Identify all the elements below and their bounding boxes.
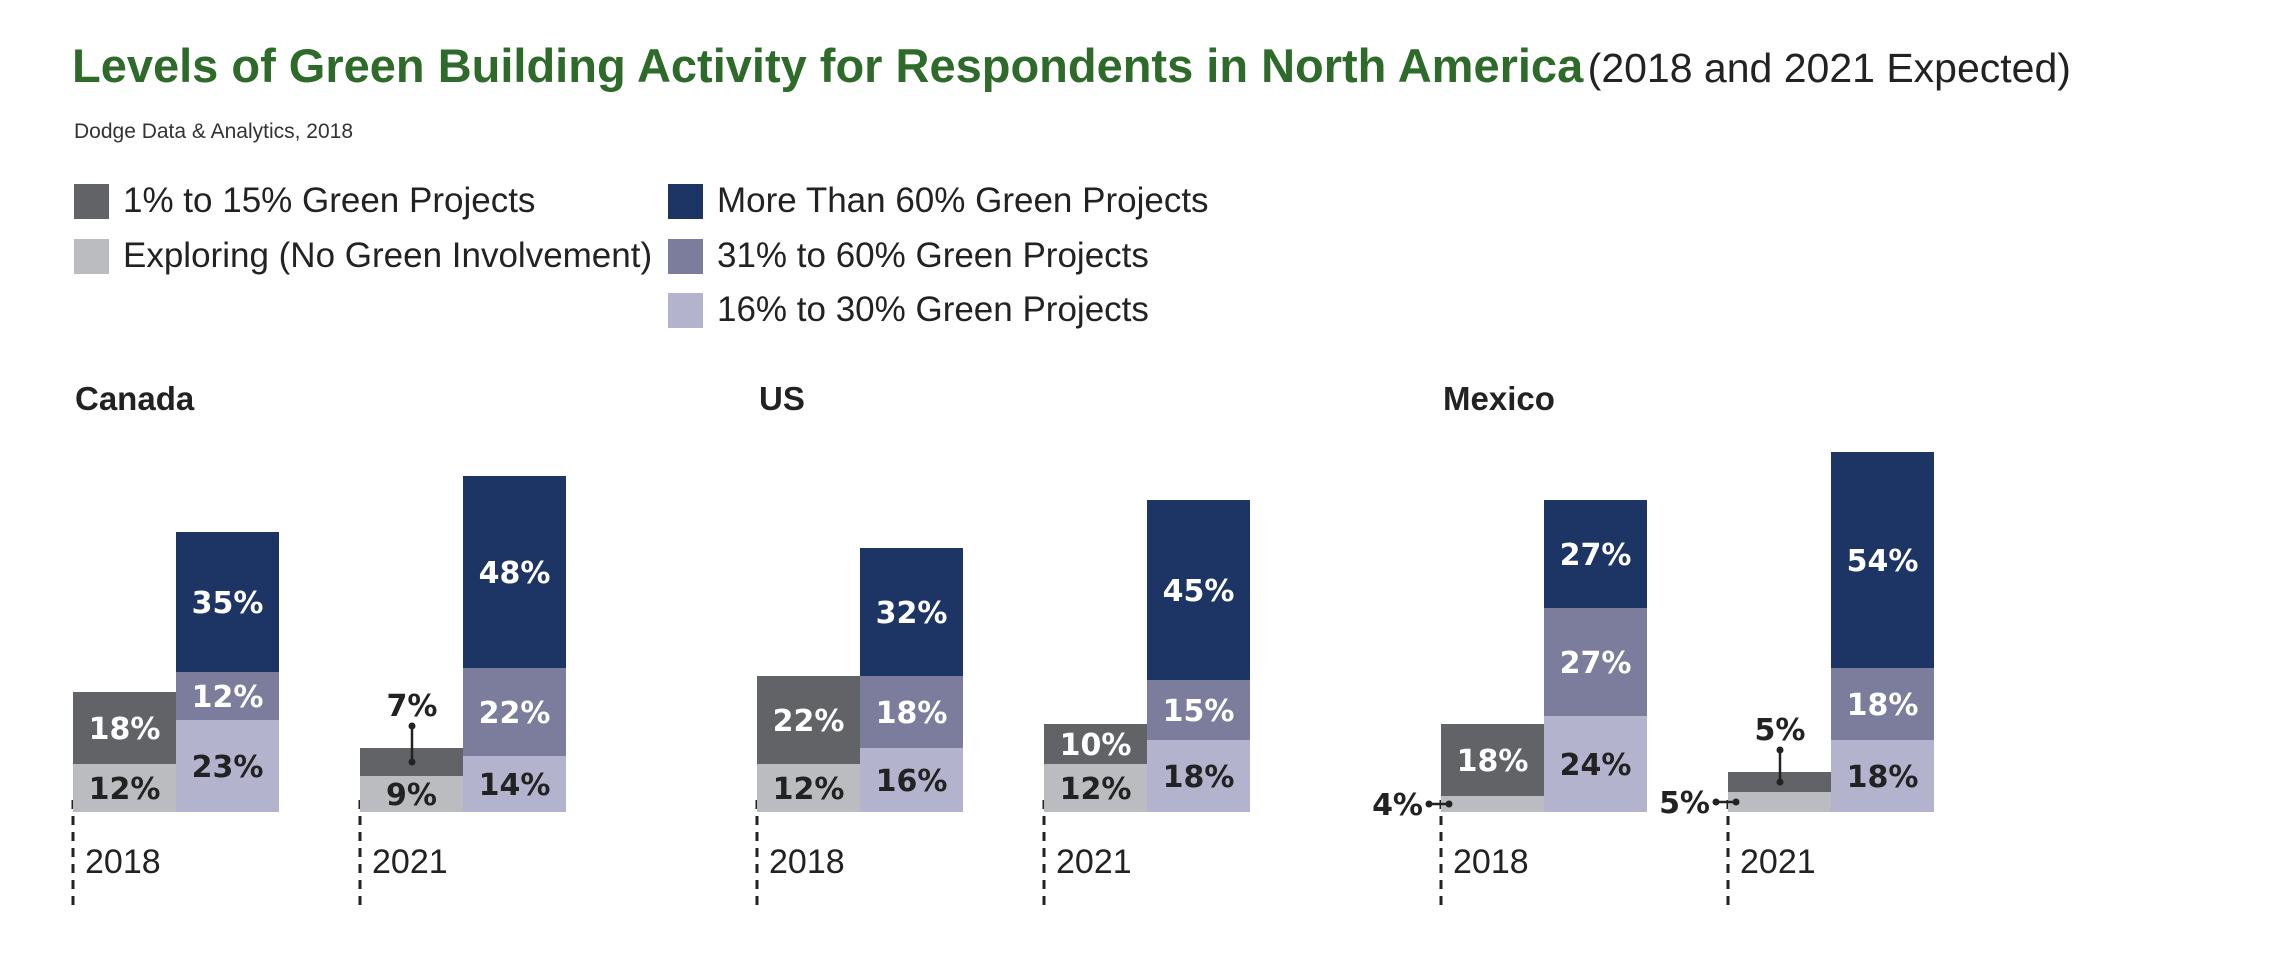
legend-item-low: 1% to 15% Green Projects bbox=[74, 181, 535, 221]
leader-dot-a-low-canada-2021 bbox=[408, 758, 416, 766]
legend-label-mid-low: 16% to 30% Green Projects bbox=[717, 290, 1149, 329]
label-low-mexico-2021: 5% bbox=[1755, 713, 1806, 748]
bar-exploring-us-2018 bbox=[757, 764, 860, 812]
legend-label-exploring: Exploring (No Green Involvement) bbox=[123, 236, 653, 275]
leader-dot-b-low-canada-2021 bbox=[408, 722, 416, 730]
bar-exploring-canada-2021 bbox=[360, 776, 463, 812]
bar-high-mexico-2018 bbox=[1544, 500, 1647, 608]
legend-swatch-exploring bbox=[74, 238, 109, 274]
bar-high-canada-2018 bbox=[176, 532, 279, 672]
label-exploring-canada-2021: 9% bbox=[386, 778, 437, 813]
label-low-canada-2021: 7% bbox=[387, 689, 438, 724]
bar-low-us-2018 bbox=[757, 676, 860, 764]
label-mid-low-us-2018: 16% bbox=[876, 764, 948, 799]
legend-swatch-high bbox=[668, 183, 703, 219]
year-label-canada-2021: 2021 bbox=[372, 843, 448, 881]
country-title-us: US bbox=[759, 380, 805, 417]
bar-mid-high-canada-2021 bbox=[463, 668, 566, 756]
legend-swatch-low bbox=[74, 183, 109, 219]
year-label-canada-2018: 2018 bbox=[85, 843, 161, 881]
label-low-mexico-2018: 18% bbox=[1457, 744, 1529, 779]
bar-high-us-2021 bbox=[1147, 500, 1250, 680]
legend-swatch-mid-high bbox=[668, 238, 703, 274]
label-mid-low-mexico-2018: 24% bbox=[1560, 748, 1632, 783]
legend-swatch-mid-low bbox=[668, 292, 703, 328]
bar-mid-low-us-2021 bbox=[1147, 740, 1250, 812]
label-high-us-2021: 45% bbox=[1163, 574, 1235, 609]
label-exploring-canada-2018: 12% bbox=[89, 772, 161, 807]
legend-item-high: More Than 60% Green Projects bbox=[668, 181, 1209, 221]
legend-item-exploring: Exploring (No Green Involvement) bbox=[74, 236, 652, 276]
label-mid-low-canada-2018: 23% bbox=[192, 750, 264, 785]
label-mid-high-canada-2021: 22% bbox=[479, 696, 551, 731]
label-high-us-2018: 32% bbox=[876, 596, 948, 631]
label-mid-low-us-2021: 18% bbox=[1163, 760, 1235, 795]
bar-mid-low-canada-2018 bbox=[176, 720, 279, 812]
bar-mid-high-us-2018 bbox=[860, 676, 963, 748]
label-exploring-us-2021: 12% bbox=[1060, 772, 1132, 807]
legend-item-mid-high: 31% to 60% Green Projects bbox=[668, 236, 1149, 276]
bar-exploring-canada-2018 bbox=[73, 764, 176, 812]
label-low-us-2018: 22% bbox=[773, 704, 845, 739]
bar-low-us-2021 bbox=[1044, 724, 1147, 764]
label-exploring-mexico-2021: 5% bbox=[1659, 786, 1710, 821]
leader-dot-a-exploring-mexico-2018 bbox=[1425, 800, 1433, 808]
chart-title: Levels of Green Building Activity for Re… bbox=[72, 38, 2071, 93]
bar-mid-high-mexico-2021 bbox=[1831, 668, 1934, 740]
bar-low-mexico-2018 bbox=[1441, 724, 1544, 796]
country-title-canada: Canada bbox=[75, 380, 195, 417]
label-mid-high-mexico-2021: 18% bbox=[1847, 688, 1919, 723]
label-high-canada-2018: 35% bbox=[192, 586, 264, 621]
bar-mid-low-mexico-2018 bbox=[1544, 716, 1647, 812]
label-exploring-us-2018: 12% bbox=[773, 772, 845, 807]
label-low-us-2021: 10% bbox=[1060, 728, 1132, 763]
label-high-canada-2021: 48% bbox=[479, 556, 551, 591]
bar-high-us-2018 bbox=[860, 548, 963, 676]
chart-title-sub: (2018 and 2021 Expected) bbox=[1587, 45, 2071, 91]
label-mid-low-mexico-2021: 18% bbox=[1847, 760, 1919, 795]
country-title-mexico: Mexico bbox=[1443, 380, 1555, 417]
leader-dot-b-exploring-mexico-2018 bbox=[1445, 800, 1453, 808]
label-mid-low-canada-2021: 14% bbox=[479, 768, 551, 803]
label-low-canada-2018: 18% bbox=[89, 712, 161, 747]
year-label-mexico-2018: 2018 bbox=[1453, 843, 1529, 881]
label-mid-high-us-2021: 15% bbox=[1163, 694, 1235, 729]
label-high-mexico-2021: 54% bbox=[1847, 544, 1919, 579]
bar-mid-high-us-2021 bbox=[1147, 680, 1250, 740]
year-label-mexico-2021: 2021 bbox=[1740, 843, 1816, 881]
legend-label-mid-high: 31% to 60% Green Projects bbox=[717, 236, 1149, 275]
bar-mid-low-canada-2021 bbox=[463, 756, 566, 812]
label-high-mexico-2018: 27% bbox=[1560, 538, 1632, 573]
leader-dot-a-low-mexico-2021 bbox=[1776, 778, 1784, 786]
bar-exploring-mexico-2018 bbox=[1441, 796, 1544, 812]
bar-mid-low-us-2018 bbox=[860, 748, 963, 812]
year-label-us-2021: 2021 bbox=[1056, 843, 1132, 881]
label-exploring-mexico-2018: 4% bbox=[1372, 788, 1423, 823]
year-label-us-2018: 2018 bbox=[769, 843, 845, 881]
chart-title-main: Levels of Green Building Activity for Re… bbox=[72, 39, 1584, 92]
leader-dot-b-low-mexico-2021 bbox=[1776, 746, 1784, 754]
bar-mid-low-mexico-2021 bbox=[1831, 740, 1934, 812]
label-mid-high-us-2018: 18% bbox=[876, 696, 948, 731]
bar-exploring-mexico-2021 bbox=[1728, 792, 1831, 812]
bar-mid-high-mexico-2018 bbox=[1544, 608, 1647, 716]
bar-exploring-us-2021 bbox=[1044, 764, 1147, 812]
chart-source: Dodge Data & Analytics, 2018 bbox=[74, 120, 354, 143]
legend-item-mid-low: 16% to 30% Green Projects bbox=[668, 290, 1149, 330]
leader-dot-b-exploring-mexico-2021 bbox=[1732, 798, 1740, 806]
bar-low-canada-2018 bbox=[73, 692, 176, 764]
bar-high-canada-2021 bbox=[463, 476, 566, 668]
legend-label-high: More Than 60% Green Projects bbox=[717, 181, 1209, 220]
legend-label-low: 1% to 15% Green Projects bbox=[123, 181, 536, 220]
bar-high-mexico-2021 bbox=[1831, 452, 1934, 668]
bar-mid-high-canada-2018 bbox=[176, 672, 279, 720]
leader-dot-a-exploring-mexico-2021 bbox=[1712, 798, 1720, 806]
label-mid-high-mexico-2018: 27% bbox=[1560, 646, 1632, 681]
label-mid-high-canada-2018: 12% bbox=[192, 680, 264, 715]
